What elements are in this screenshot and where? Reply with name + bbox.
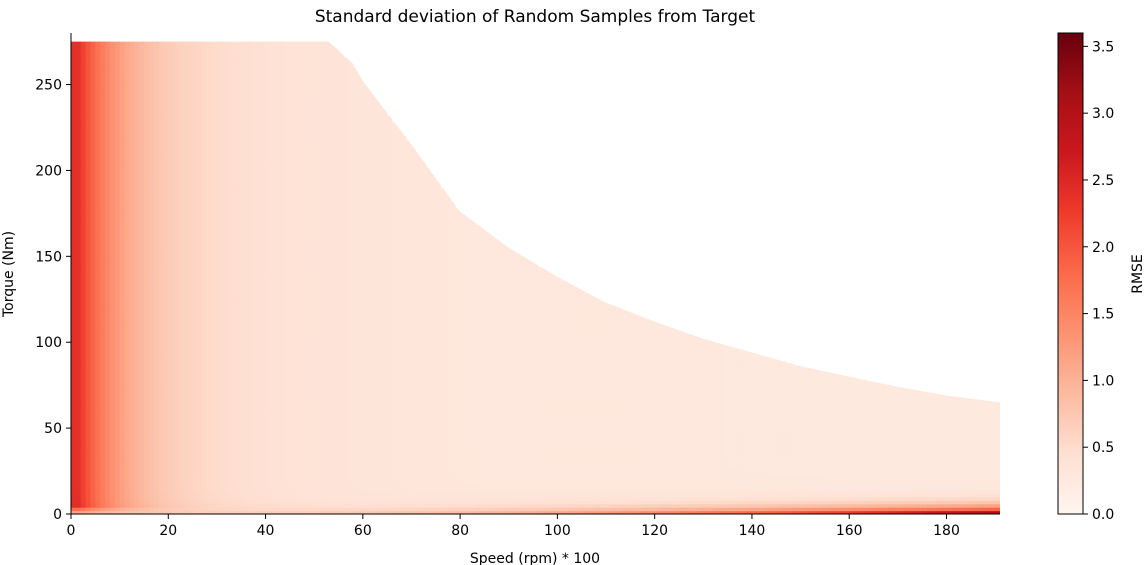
x-tick-label: 140 <box>739 523 766 539</box>
y-tick-label: 250 <box>35 78 62 94</box>
y-axis-label: Torque (Nm) <box>1 231 17 318</box>
colorbar-tick-label: 1.0 <box>1092 373 1114 389</box>
x-axis-ticks: 0 20 40 60 80 100 120 140 160 180 <box>67 514 960 539</box>
y-tick-label: 0 <box>53 507 62 523</box>
colorbar-tick-label: 1.5 <box>1092 307 1114 323</box>
x-tick-label: 160 <box>836 523 863 539</box>
chart-title: Standard deviation of Random Samples fro… <box>315 7 756 27</box>
y-tick-label: 200 <box>35 163 62 179</box>
colorbar-tick-label: 2.0 <box>1092 240 1114 256</box>
x-tick-label: 80 <box>451 523 469 539</box>
x-tick-label: 120 <box>641 523 668 539</box>
y-axis-ticks: 0 50 100 150 200 250 <box>35 78 71 523</box>
x-tick-label: 0 <box>67 523 76 539</box>
x-axis-label: Speed (rpm) * 100 <box>470 551 600 565</box>
x-tick-label: 100 <box>544 523 571 539</box>
x-tick-label: 40 <box>257 523 275 539</box>
x-tick-label: 60 <box>354 523 372 539</box>
axes <box>70 33 1000 515</box>
colorbar-gradient <box>1057 32 1084 515</box>
colorbar-label: RMSE <box>1130 254 1146 294</box>
colorbar-tick-label: 0.5 <box>1092 440 1114 456</box>
x-tick-label: 180 <box>933 523 960 539</box>
y-tick-label: 100 <box>35 335 62 351</box>
colorbar-tick-label: 3.5 <box>1092 39 1114 55</box>
y-tick-label: 150 <box>35 249 62 265</box>
heatmap <box>71 41 1000 514</box>
colorbar: 0.0 0.5 1.0 1.5 2.0 2.5 3.0 3.5 <box>1057 32 1114 523</box>
colorbar-tick-label: 0.0 <box>1092 507 1114 523</box>
colorbar-tick-label: 3.0 <box>1092 106 1114 122</box>
x-tick-label: 20 <box>159 523 177 539</box>
colorbar-tick-label: 2.5 <box>1092 173 1114 189</box>
y-tick-label: 50 <box>44 421 62 437</box>
